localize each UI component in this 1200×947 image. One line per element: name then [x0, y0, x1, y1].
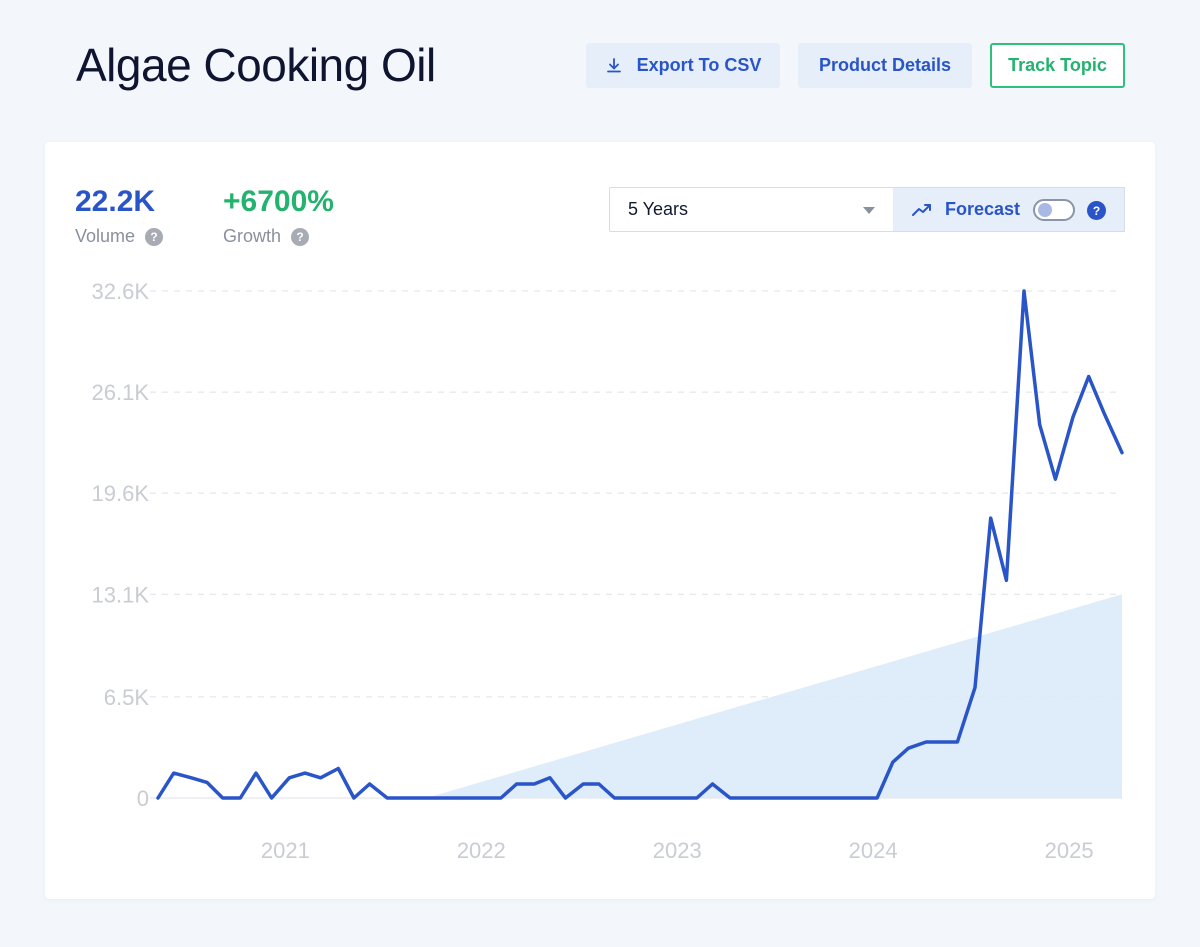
download-icon	[606, 57, 621, 72]
x-tick-label: 2022	[457, 838, 506, 863]
volume-chart: 0 6.5K 13.1K 19.6K 26.1K 32.6K 2021 2022 2023 20…	[92, 279, 1124, 863]
page-title: Algae Cooking Oil	[76, 39, 436, 91]
chevron-down-icon	[863, 207, 875, 214]
forecast-label: Forecast	[945, 199, 1021, 219]
volume-series-line	[156, 289, 1124, 800]
volume-help-icon[interactable]: ?	[145, 227, 164, 246]
product-details-button[interactable]: Product Details	[798, 43, 972, 88]
forecast-help-icon[interactable]: ?	[1087, 201, 1106, 220]
x-tick-label: 2021	[261, 838, 310, 863]
export-csv-button[interactable]: Export To CSV	[586, 43, 780, 88]
volume-label: Volume	[75, 226, 136, 246]
forecast-toggle[interactable]	[1033, 199, 1075, 221]
y-tick-label: 6.5K	[104, 685, 150, 710]
x-tick-label: 2023	[653, 838, 702, 863]
export-csv-label: Export To CSV	[636, 55, 762, 75]
forecast-toggle-knob	[1038, 203, 1052, 217]
forecast-control: Forecast ?	[893, 187, 1125, 232]
volume-metric: 22.2K Volume ?	[75, 184, 164, 247]
growth-help-icon[interactable]: ?	[291, 227, 310, 246]
growth-value: +6700%	[223, 185, 334, 218]
trending-up-icon	[912, 203, 931, 216]
x-tick-label: 2024	[849, 838, 898, 863]
y-tick-label: 26.1K	[92, 380, 150, 405]
trend-card: 22.2K Volume ? +6700% Growth ? 5 Years F…	[45, 142, 1155, 899]
x-tick-label: 2025	[1045, 838, 1094, 863]
y-tick-label: 13.1K	[92, 582, 150, 607]
trend-area	[426, 594, 1122, 798]
time-range-select[interactable]: 5 Years	[609, 187, 894, 232]
growth-label: Growth	[223, 226, 282, 246]
y-tick-label: 32.6K	[92, 279, 150, 304]
growth-metric: +6700% Growth ?	[223, 184, 334, 247]
time-range-value: 5 Years	[628, 199, 689, 219]
y-tick-label: 0	[137, 786, 149, 811]
volume-value: 22.2K	[75, 185, 156, 218]
track-topic-button[interactable]: Track Topic	[990, 43, 1125, 88]
y-tick-label: 19.6K	[92, 481, 150, 506]
